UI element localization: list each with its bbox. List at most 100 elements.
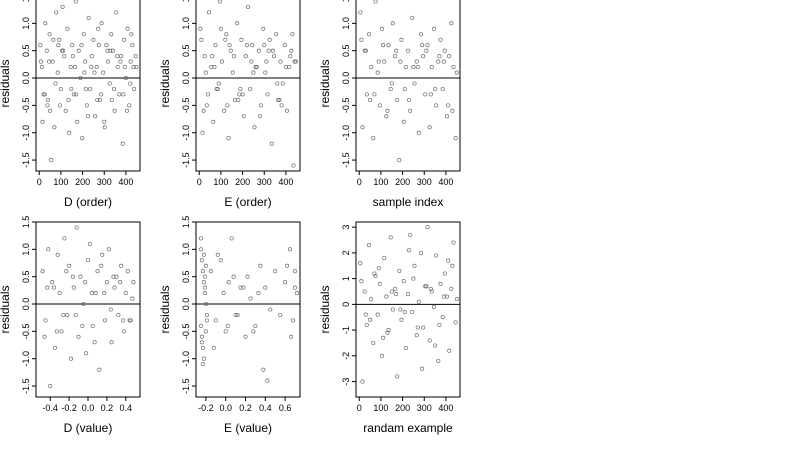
data-point	[55, 70, 60, 75]
data-point	[269, 141, 274, 146]
data-point	[202, 291, 207, 296]
data-point	[366, 32, 372, 37]
data-point	[110, 48, 115, 53]
data-point	[199, 334, 204, 339]
data-point	[392, 54, 398, 59]
data-point	[440, 315, 445, 320]
y-tick-label: 1.0	[341, 17, 351, 30]
data-point	[283, 65, 288, 70]
data-point	[205, 92, 210, 97]
data-point	[127, 318, 132, 323]
data-point	[122, 65, 127, 70]
data-point	[243, 54, 248, 59]
data-point	[42, 92, 47, 97]
plot-frame	[35, 0, 141, 172]
data-point	[292, 269, 298, 274]
data-point	[88, 86, 93, 92]
data-point	[60, 4, 65, 9]
data-point	[360, 379, 365, 384]
data-point	[202, 285, 207, 290]
data-point	[217, 0, 222, 4]
x-tick-label: 100	[373, 177, 388, 187]
data-point	[46, 247, 51, 252]
data-point	[92, 340, 97, 345]
data-point	[371, 340, 376, 346]
data-point	[81, 32, 86, 37]
y-tick-label: 1.0	[21, 243, 31, 256]
data-point	[93, 291, 98, 296]
data-point	[68, 356, 74, 361]
data-point	[258, 103, 264, 108]
data-point	[124, 108, 130, 113]
data-point	[51, 37, 56, 42]
data-point	[218, 26, 223, 31]
data-point	[394, 48, 399, 53]
data-point	[414, 59, 419, 64]
x-tick-label: -0.2	[61, 403, 77, 413]
data-point	[224, 32, 229, 37]
data-point	[214, 86, 219, 92]
data-point	[285, 263, 290, 268]
data-point	[451, 240, 456, 245]
data-point	[51, 285, 57, 290]
data-point	[394, 292, 399, 297]
data-point	[415, 325, 420, 330]
data-point	[437, 54, 442, 59]
data-point	[243, 334, 248, 339]
y-tick-label: -1.5	[21, 152, 31, 168]
data-point	[395, 97, 400, 102]
data-point	[436, 358, 441, 364]
data-point	[257, 114, 262, 119]
data-point	[102, 318, 108, 323]
data-point	[280, 81, 285, 86]
data-point	[420, 43, 425, 48]
data-point	[49, 158, 54, 163]
data-point	[38, 43, 43, 48]
data-point	[442, 271, 447, 276]
data-point	[115, 65, 120, 70]
data-point	[79, 43, 84, 48]
data-point	[263, 70, 268, 75]
data-point	[291, 163, 296, 168]
data-point	[442, 48, 447, 53]
data-point	[59, 329, 64, 334]
y-tick-label: 2	[341, 250, 351, 255]
data-point	[211, 345, 216, 350]
data-point	[225, 323, 230, 328]
data-point	[437, 322, 442, 327]
data-point	[288, 247, 293, 252]
data-point	[58, 86, 63, 92]
data-point	[418, 250, 424, 255]
data-point	[372, 92, 377, 97]
y-tick-label: 0.0	[181, 298, 191, 311]
data-point	[360, 125, 365, 130]
data-point	[289, 334, 294, 339]
data-point	[114, 10, 119, 15]
scatter-panel-6: 0 100 200 300 400 -3 -2 -1 0 1 2 3 randam example res…	[318, 221, 461, 435]
data-point	[84, 103, 89, 108]
data-point	[291, 318, 296, 323]
data-point	[384, 114, 389, 119]
data-point	[43, 318, 48, 323]
data-point	[258, 263, 263, 268]
data-point	[385, 108, 390, 113]
data-point	[371, 136, 376, 141]
data-point	[111, 274, 116, 279]
data-point	[245, 4, 251, 9]
plot-frame	[195, 0, 301, 172]
data-point	[283, 280, 288, 285]
x-tick-label: 0.4	[120, 403, 133, 413]
data-point	[204, 103, 209, 108]
data-point	[55, 252, 60, 257]
data-point	[85, 258, 91, 263]
data-points	[358, 0, 459, 163]
y-tick-label: -1.0	[181, 125, 191, 141]
data-point	[130, 43, 135, 48]
data-point	[127, 103, 132, 108]
data-point	[128, 81, 133, 86]
data-point	[453, 320, 458, 325]
data-point	[121, 329, 126, 334]
x-tick-label: 0	[197, 177, 202, 187]
data-point	[397, 268, 402, 273]
